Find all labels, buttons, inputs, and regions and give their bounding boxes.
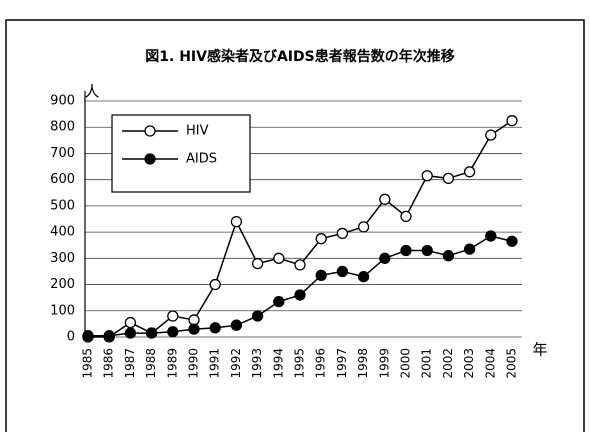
x-tick-label: 1991 — [208, 348, 222, 379]
x-tick-label: 1998 — [356, 348, 370, 379]
legend-marker — [144, 125, 156, 137]
data-point — [421, 170, 433, 182]
data-point — [442, 250, 455, 262]
y-tick-label: 900 — [50, 94, 75, 109]
x-tick-label: 1993 — [250, 348, 264, 379]
x-tick-label: 1995 — [293, 348, 307, 379]
legend-label: AIDS — [186, 152, 217, 167]
data-point — [463, 166, 476, 178]
x-tick-label: 1986 — [102, 348, 116, 379]
x-tick-label: 1985 — [81, 348, 95, 379]
x-tick-label: 1987 — [123, 348, 137, 379]
y-tick-label: 800 — [50, 120, 75, 135]
x-tick-label: 1994 — [271, 348, 285, 379]
y-tick-label: 400 — [50, 225, 75, 240]
data-point — [336, 227, 349, 240]
x-tick-label: 1999 — [377, 348, 391, 379]
data-point — [357, 271, 370, 283]
data-point — [188, 323, 200, 335]
data-point — [209, 322, 221, 334]
data-point — [273, 295, 285, 308]
x-tick-label: 2001 — [420, 348, 434, 379]
y-tick-label: 200 — [50, 277, 75, 292]
data-point — [103, 330, 115, 342]
data-point — [463, 243, 476, 255]
data-point — [167, 326, 179, 338]
data-point — [315, 233, 327, 245]
x-tick-label: 2004 — [483, 348, 497, 379]
frame — [5, 19, 585, 436]
data-point — [506, 235, 518, 247]
data-point — [124, 327, 137, 339]
data-point — [294, 289, 306, 301]
data-point — [379, 193, 391, 205]
data-point — [251, 257, 264, 270]
y-tick-label: 100 — [50, 303, 75, 318]
data-point — [251, 310, 264, 322]
data-point — [188, 314, 200, 326]
legend-marker — [144, 153, 156, 165]
chart-title: 図1. HIV感染者及びAIDS患者報告数の年次推移 — [145, 48, 454, 65]
x-tick-label: 2000 — [399, 348, 413, 379]
data-point — [506, 115, 518, 127]
data-point — [357, 221, 370, 233]
data-point — [145, 327, 158, 339]
data-point — [209, 278, 221, 291]
data-point — [273, 252, 285, 264]
y-tick-label: 0 — [67, 330, 75, 345]
y-tick-label: 600 — [50, 172, 75, 187]
data-point — [230, 215, 243, 228]
legend-label: HIV — [186, 124, 209, 139]
x-tick-label: 2005 — [505, 348, 519, 379]
x-axis-label: 年 — [532, 341, 547, 359]
x-tick-label: 1997 — [335, 348, 349, 379]
data-point — [442, 172, 455, 185]
data-point — [421, 244, 433, 257]
data-point — [294, 259, 306, 271]
data-point — [82, 330, 94, 342]
data-point — [485, 129, 497, 141]
data-point — [336, 265, 349, 278]
x-tick-label: 1996 — [314, 348, 328, 379]
data-point — [124, 316, 137, 329]
x-tick-label: 2002 — [441, 348, 455, 379]
y-tick-label: 700 — [50, 146, 75, 161]
data-point — [400, 244, 412, 257]
data-point — [379, 252, 391, 264]
data-point — [167, 310, 179, 322]
data-point — [400, 210, 412, 223]
x-tick-label: 1989 — [165, 348, 179, 379]
data-point — [230, 319, 243, 331]
x-tick-label: 1990 — [187, 348, 201, 379]
x-tick-label: 2003 — [462, 348, 476, 379]
y-tick-label: 500 — [50, 198, 75, 213]
y-tick-label: 300 — [50, 251, 75, 266]
data-point — [485, 230, 497, 242]
data-point — [315, 269, 327, 282]
x-tick-label: 1992 — [229, 348, 243, 379]
legend-box — [111, 114, 251, 193]
y-axis-label: 人 — [84, 83, 99, 101]
x-tick-label: 1988 — [144, 348, 158, 379]
